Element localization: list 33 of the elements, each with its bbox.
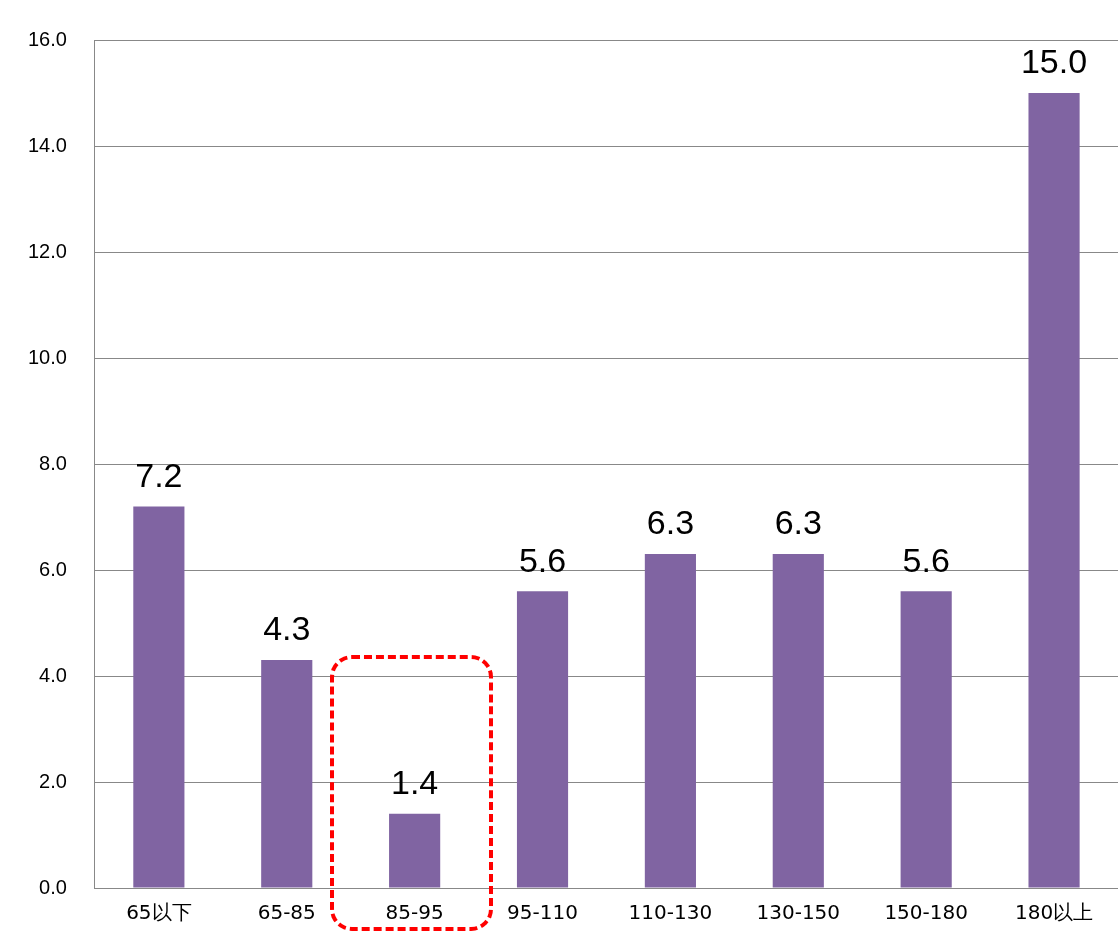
y-tick-label: 8.0	[39, 451, 67, 474]
x-tick-label: 65-85	[257, 900, 316, 925]
x-tick-label: 180以上	[1014, 900, 1094, 925]
y-tick-label: 10.0	[27, 345, 67, 368]
x-tick-label: 85-95	[385, 900, 444, 925]
y-tick-label: 2.0	[39, 769, 67, 792]
bar	[516, 591, 569, 888]
bar	[389, 813, 441, 888]
x-tick-label: 110-130	[628, 900, 713, 925]
x-tick-label: 150-180	[884, 900, 968, 925]
y-tick-label: 12.0	[27, 239, 67, 262]
data-label: 4.3	[263, 609, 311, 648]
data-label: 6.3	[646, 503, 695, 542]
data-label: 5.6	[902, 540, 950, 579]
data-label: 7.2	[135, 455, 183, 494]
bar	[772, 554, 824, 888]
y-tick-label: 6.0	[39, 557, 67, 580]
bar	[1028, 93, 1080, 888]
bar	[261, 660, 313, 888]
x-tick-label: 95-110	[507, 900, 578, 925]
x-tick-label: 65以下	[126, 900, 192, 925]
y-tick-label: 16.0	[27, 27, 67, 50]
bar	[644, 554, 696, 888]
data-label: 1.4	[391, 763, 439, 802]
data-label: 15.0	[1020, 42, 1088, 81]
data-label: 6.3	[774, 503, 822, 542]
x-tick-label: 130-150	[756, 900, 841, 925]
data-label: 5.6	[518, 540, 567, 579]
y-tick-label: 4.0	[39, 663, 67, 686]
y-tick-label: 0.0	[39, 875, 67, 898]
bar	[900, 591, 952, 888]
bar	[133, 506, 185, 888]
y-tick-label: 14.0	[27, 133, 67, 156]
